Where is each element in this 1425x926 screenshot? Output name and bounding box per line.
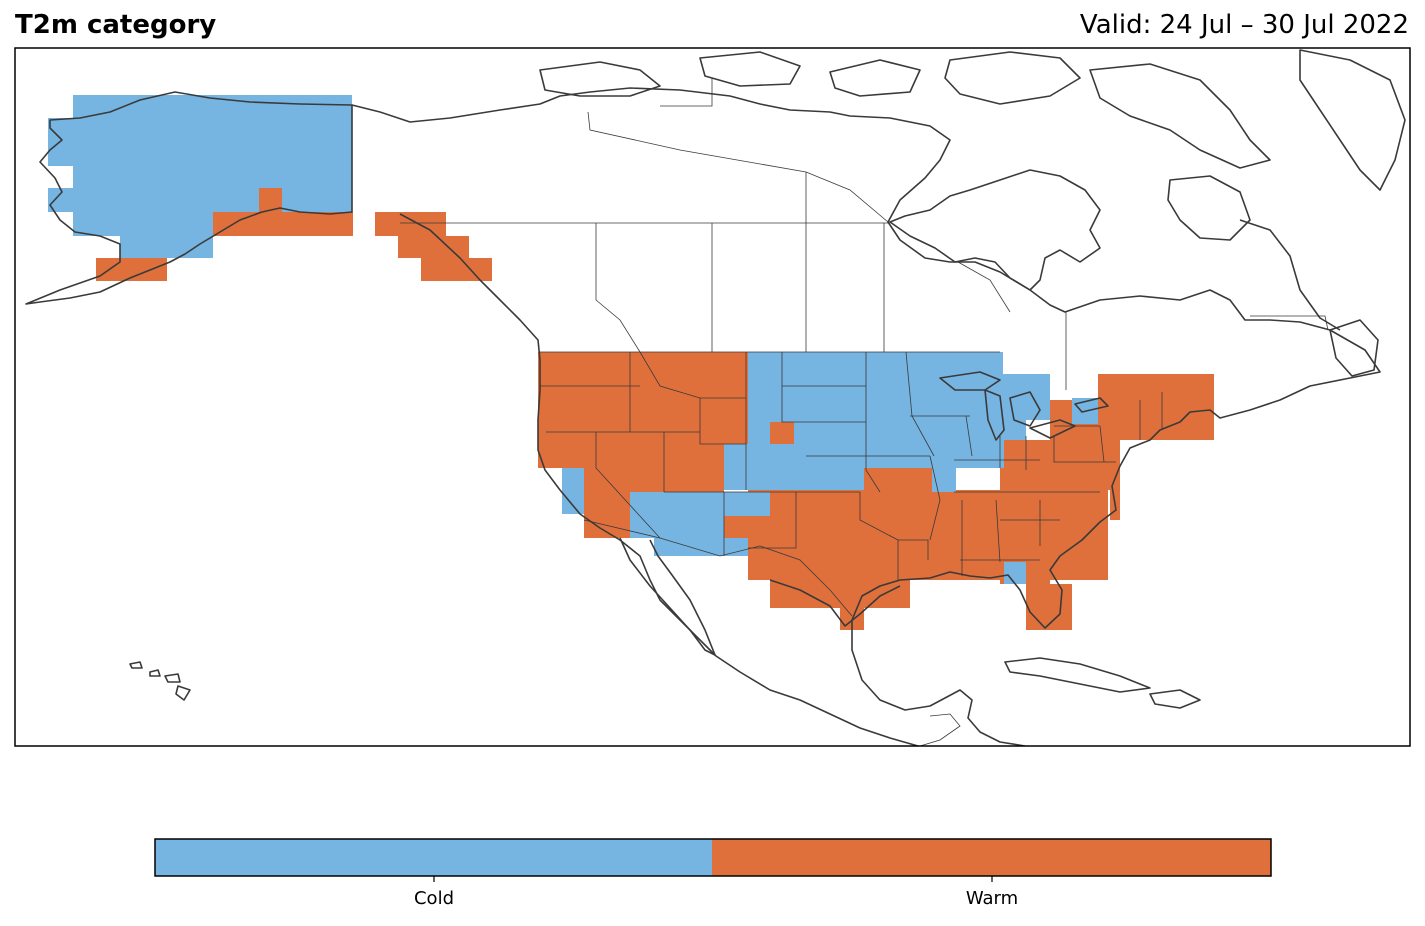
cold-cell [724,492,770,516]
cold-cell [932,468,956,492]
warm-cell [398,236,469,258]
cold-cell [73,95,352,212]
colorbar-frame [154,838,1272,877]
cold-cell [724,538,748,556]
map-title: T2m category [15,10,217,40]
cold-cell [1026,400,1050,420]
warm-cell [862,468,932,490]
warm-cell [770,422,794,444]
colorbar [154,838,1272,882]
cold-cell [1026,374,1050,400]
warm-cell [1026,584,1072,630]
cold-cell [562,468,584,514]
warm-cell [816,580,886,608]
colorbar-label-cold: Cold [413,888,455,909]
warm-cell [1098,374,1214,440]
cold-cell [48,118,78,166]
colorbar-warm-segment [712,839,1271,876]
cold-cell [48,188,78,212]
map-frame [14,47,1411,747]
cold-cell [956,444,1000,466]
warm-cell [538,352,748,468]
warm-cell [421,258,492,281]
colorbar-label-warm: Warm [965,888,1019,909]
cold-cell [630,492,654,538]
colorbar-cold-segment [155,839,712,876]
cold-cell [654,492,724,556]
warm-cell [96,258,167,281]
cold-cell [73,212,213,236]
warm-cell [259,188,282,212]
cold-cell [748,422,770,444]
cold-cell [724,444,864,490]
warm-cell [1000,440,1120,490]
cold-cell [748,352,1003,422]
map-panel [25,49,1406,746]
warm-cell [213,212,353,236]
category-cells [48,95,1214,630]
coastlines [25,49,1406,746]
cold-cell [1004,562,1026,584]
warm-cell [375,212,446,236]
cold-cell [120,236,213,258]
valid-period: Valid: 24 Jul – 30 Jul 2022 [1079,10,1409,40]
warm-cell [748,490,1108,580]
political-borders [400,78,1329,746]
